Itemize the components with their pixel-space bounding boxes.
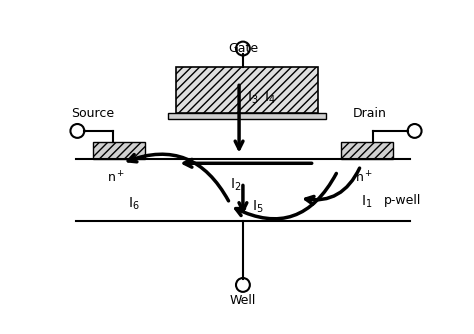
- Bar: [341, 143, 393, 159]
- Bar: [93, 143, 145, 159]
- Text: Gate: Gate: [228, 42, 258, 55]
- Text: I$_3$: I$_3$: [247, 90, 258, 106]
- Text: Drain: Drain: [353, 107, 387, 120]
- Text: I$_6$: I$_6$: [128, 195, 139, 211]
- Text: I$_4$: I$_4$: [264, 90, 276, 106]
- Text: I$_5$: I$_5$: [252, 199, 264, 215]
- Text: Source: Source: [71, 107, 114, 120]
- Text: Well: Well: [230, 294, 256, 307]
- Bar: [176, 67, 319, 113]
- Text: n$^+$: n$^+$: [355, 170, 373, 185]
- Bar: [168, 113, 326, 119]
- Text: p-well: p-well: [384, 194, 421, 207]
- Text: I$_2$: I$_2$: [230, 176, 242, 193]
- Text: I$_1$: I$_1$: [361, 194, 372, 210]
- Text: n$^+$: n$^+$: [107, 170, 125, 185]
